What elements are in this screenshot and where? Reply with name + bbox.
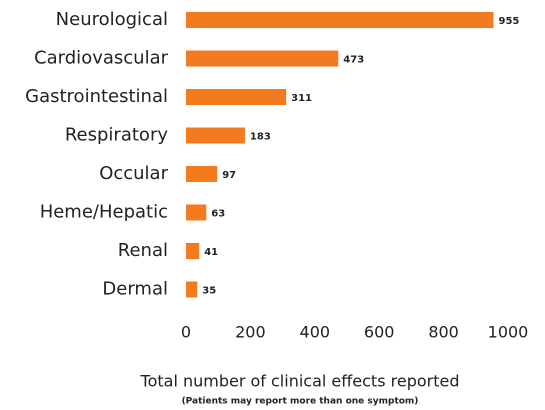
x-axis-title: Total number of clinical effects reporte… — [140, 372, 460, 391]
bar — [186, 89, 287, 105]
y-tick-label: Renal — [118, 240, 168, 261]
bar — [186, 281, 198, 298]
value-label: 955 — [499, 16, 520, 27]
bar — [186, 166, 218, 182]
x-tick-label: 400 — [300, 323, 331, 342]
y-tick-label: Gastrointestinal — [25, 86, 168, 107]
bar — [186, 12, 494, 28]
x-tick-label: 0 — [181, 323, 191, 342]
value-label: 41 — [204, 247, 218, 258]
value-label: 473 — [343, 55, 364, 66]
x-tick-label: 600 — [364, 323, 395, 342]
y-tick-label: Cardiovascular — [34, 48, 169, 69]
bar — [186, 127, 245, 144]
y-tick-label: Respiratory — [65, 125, 168, 146]
y-tick-label: Neurological — [56, 9, 168, 30]
value-label: 311 — [291, 93, 312, 104]
y-tick-label: Occular — [99, 163, 168, 184]
y-tick-label: Heme/Hepatic — [40, 202, 168, 223]
x-tick-label: 1000 — [488, 323, 529, 342]
x-tick-label: 200 — [235, 323, 266, 342]
y-tick-label: Dermal — [102, 279, 168, 300]
bar — [186, 50, 339, 67]
bar — [186, 204, 207, 221]
x-tick-label: 800 — [428, 323, 459, 342]
value-label: 97 — [222, 170, 236, 181]
value-label: 183 — [250, 132, 271, 143]
axis-note: (Patients may report more than one sympt… — [182, 397, 419, 407]
bar — [186, 243, 200, 259]
value-label: 35 — [202, 286, 216, 297]
value-label: 63 — [211, 209, 225, 220]
